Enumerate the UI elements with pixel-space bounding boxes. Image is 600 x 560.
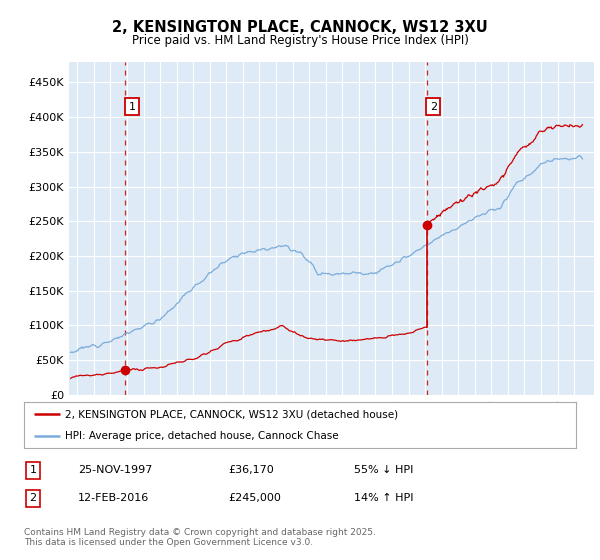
Text: 12-FEB-2016: 12-FEB-2016 xyxy=(78,493,149,503)
Text: 55% ↓ HPI: 55% ↓ HPI xyxy=(354,465,413,475)
Text: 2, KENSINGTON PLACE, CANNOCK, WS12 3XU (detached house): 2, KENSINGTON PLACE, CANNOCK, WS12 3XU (… xyxy=(65,409,398,419)
Text: 2: 2 xyxy=(430,102,437,112)
Text: 1: 1 xyxy=(128,102,136,112)
Text: 2, KENSINGTON PLACE, CANNOCK, WS12 3XU: 2, KENSINGTON PLACE, CANNOCK, WS12 3XU xyxy=(112,20,488,35)
Text: 25-NOV-1997: 25-NOV-1997 xyxy=(78,465,152,475)
Text: HPI: Average price, detached house, Cannock Chase: HPI: Average price, detached house, Cann… xyxy=(65,431,339,441)
Text: Price paid vs. HM Land Registry's House Price Index (HPI): Price paid vs. HM Land Registry's House … xyxy=(131,34,469,46)
Text: 1: 1 xyxy=(29,465,37,475)
Text: £245,000: £245,000 xyxy=(228,493,281,503)
Text: Contains HM Land Registry data © Crown copyright and database right 2025.
This d: Contains HM Land Registry data © Crown c… xyxy=(24,528,376,547)
Text: 14% ↑ HPI: 14% ↑ HPI xyxy=(354,493,413,503)
Text: 2: 2 xyxy=(29,493,37,503)
Text: £36,170: £36,170 xyxy=(228,465,274,475)
